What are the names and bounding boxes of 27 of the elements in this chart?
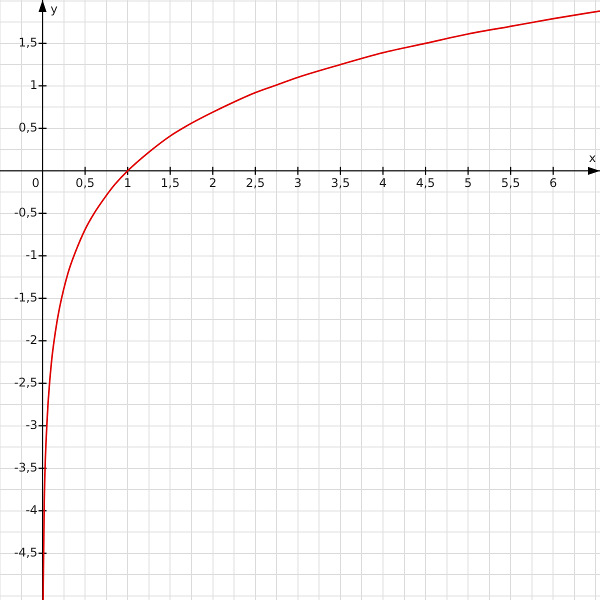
y-tick-label: -3 [26, 418, 38, 432]
x-tick-label: 4,5 [416, 176, 436, 190]
y-tick-label: -0,5 [14, 205, 38, 220]
x-tick-label: 1,5 [160, 176, 180, 190]
y-tick-label: -2 [26, 332, 38, 347]
x-tick-label: 0 [32, 176, 40, 190]
x-tick-label: 5 [464, 176, 472, 190]
y-tick-label: -1,5 [14, 290, 38, 304]
y-tick-label: -4,5 [14, 545, 38, 560]
x-tick-label: 2 [208, 176, 217, 190]
y-tick-label: -2,5 [14, 375, 38, 390]
y-tick-label: -1 [26, 248, 38, 262]
x-tick-label: 3 [294, 176, 302, 190]
x-tick-label: 4 [379, 176, 387, 190]
x-tick-label: 2,5 [246, 176, 265, 190]
y-axis-title: y [50, 2, 58, 16]
y-tick-label: 0,5 [18, 120, 38, 134]
y-tick-label: 1,5 [18, 35, 38, 50]
x-tick-label: 1 [124, 176, 132, 190]
x-tick-label: 5,5 [501, 176, 520, 190]
y-tick-label: -4 [26, 502, 38, 517]
y-tick-label: -3,5 [14, 460, 38, 474]
y-tick-label: 1 [30, 78, 38, 92]
x-tick-label: 0,5 [76, 176, 95, 190]
x-tick-label: 3,5 [330, 176, 350, 190]
x-axis-title: x [588, 150, 596, 165]
x-tick-label: 6 [549, 176, 558, 190]
